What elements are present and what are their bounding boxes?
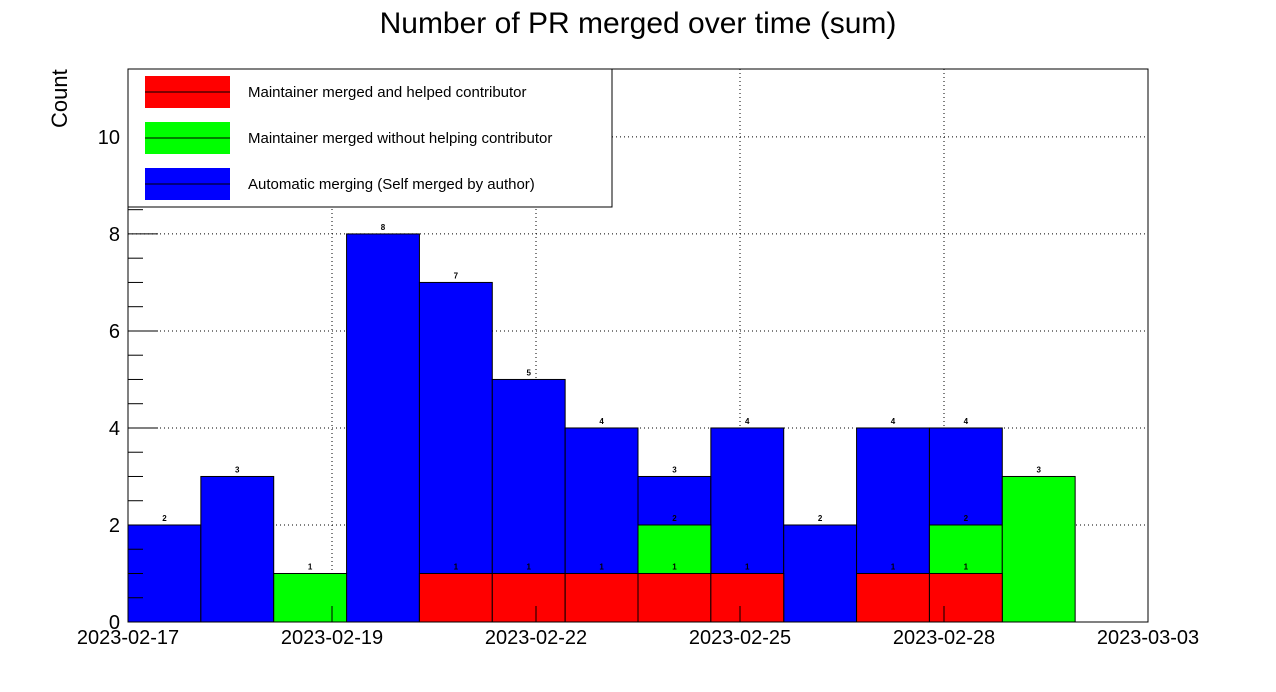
chart-title: Number of PR merged over time (sum)	[380, 7, 897, 40]
bar	[710, 572, 785, 623]
bar	[856, 572, 930, 623]
legend-label: Maintainer merged without helping contri…	[248, 130, 552, 147]
bar-value-label: 4	[745, 417, 750, 426]
y-tick-label: 0	[109, 612, 120, 634]
bar	[273, 572, 348, 623]
x-tick-label: 2023-02-19	[281, 627, 383, 649]
bar-value-label: 2	[162, 514, 167, 523]
bar	[1001, 475, 1076, 623]
y-axis-label: Count	[47, 69, 72, 128]
bar	[783, 524, 858, 623]
bar	[200, 475, 275, 623]
bar-value-label: 3	[672, 465, 677, 474]
legend-label: Automatic merging (Self merged by author…	[248, 176, 535, 193]
plot-frame	[127, 68, 1149, 623]
x-tick-label: 2023-02-28	[893, 627, 995, 649]
bar-value-label: 2	[672, 514, 677, 523]
bar-value-label: 5	[526, 368, 531, 377]
bar	[564, 572, 639, 623]
bar-value-label: 3	[1036, 465, 1041, 474]
bar-value-label: 1	[964, 562, 969, 571]
y-tick-label: 2	[109, 515, 120, 537]
y-tick-label: 10	[98, 127, 120, 149]
bar-value-label: 8	[381, 223, 386, 232]
bars: 2 3 8 7 5 4 3 4 2 4 4 1 2 2 3 1 1 1 1 1 1 1	[127, 223, 1076, 623]
bar-value-label: 1	[526, 562, 531, 571]
bar	[637, 572, 712, 623]
bar	[491, 572, 566, 623]
bar	[928, 572, 1003, 623]
x-tick-label: 2023-02-25	[689, 627, 791, 649]
legend-label: Maintainer merged and helped contributor	[248, 84, 527, 101]
bar-value-label: 1	[599, 562, 604, 571]
x-tick-label: 2023-03-03	[1097, 627, 1199, 649]
bar-value-label: 1	[745, 562, 750, 571]
bar-value-label: 4	[964, 417, 969, 426]
bar-value-label: 3	[235, 465, 240, 474]
y-tick-label: 6	[109, 321, 120, 343]
bar	[346, 233, 420, 623]
bar	[418, 572, 493, 623]
x-tick-label: 2023-02-22	[485, 627, 587, 649]
bar-value-label: 1	[672, 562, 677, 571]
y-tick-label: 8	[109, 224, 120, 246]
bar-value-label: 1	[891, 562, 896, 571]
bar-value-label: 4	[599, 417, 604, 426]
bar-value-label: 4	[891, 417, 896, 426]
bar-value-label: 1	[454, 562, 459, 571]
y-tick-label: 4	[109, 418, 120, 440]
bar-value-label: 2	[964, 514, 969, 523]
bar-value-label: 1	[308, 562, 313, 571]
axes: 0 2 4 6 8 10 2023-02-17 2023-02-19 2023-02-22 202…	[77, 87, 1199, 649]
legend: Maintainer merged and helped contributor…	[127, 68, 613, 208]
x-tick-label: 2023-02-17	[77, 627, 179, 649]
bar-value-label: 7	[454, 271, 459, 280]
bar-value-label: 2	[818, 514, 823, 523]
